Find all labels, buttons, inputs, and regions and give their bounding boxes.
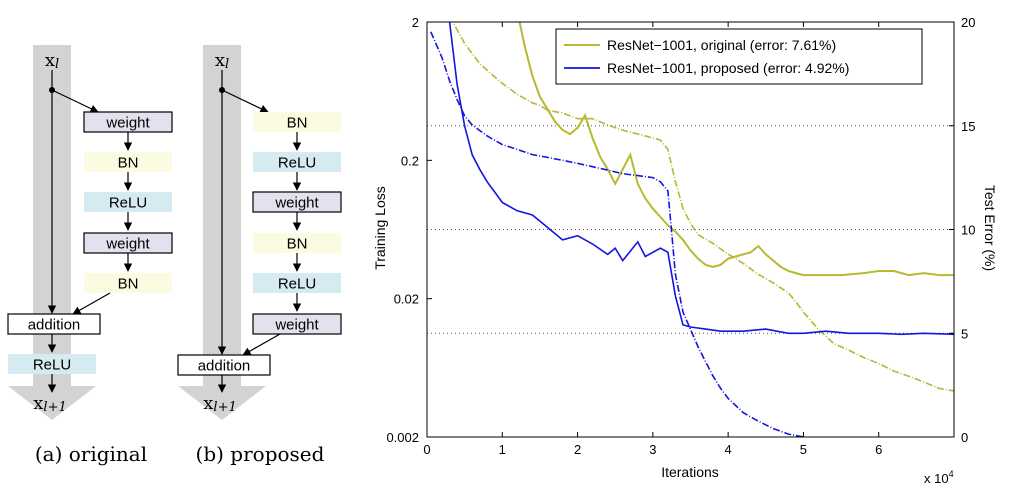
relu-post-block-a (8, 354, 96, 374)
series-proposed-test-error (448, 22, 954, 336)
caption-proposed: (b) proposed (196, 442, 325, 466)
relu-block-a1 (84, 192, 172, 212)
relu-label-b1: ReLU (278, 155, 316, 172)
x-axis-label: Iterations (661, 464, 719, 480)
legend: ResNet−1001, original (error: 7.61%) Res… (555, 28, 923, 85)
series-original-training-loss (451, 22, 954, 392)
x-multiplier-label: x 104 (924, 469, 954, 486)
bn-block-b1 (253, 112, 341, 132)
y-left-axis-label: Training Loss (372, 186, 388, 270)
bn-block-a2 (84, 273, 172, 293)
input-label-a: xl (45, 50, 59, 72)
y-right-tick-label-1: 15 (961, 119, 975, 134)
y-left-tick-label-1: 0.2 (401, 153, 419, 168)
diagram-original: xl weight BN ReLU weight BN addition ReL… (7, 45, 173, 466)
y-right-axis-label: Test Error (%) (982, 185, 998, 271)
caption-original: (a) original (35, 442, 147, 466)
addition-block-b (177, 354, 271, 376)
relu-block-b2 (253, 273, 341, 293)
bn-label-a2: BN (118, 276, 139, 293)
y-left-tick-label-0: 2 (412, 15, 419, 30)
bn-block-a1 (84, 152, 172, 172)
y-left-tick-label-3: 0.002 (386, 430, 419, 445)
x-axis-ticks: 0 1 2 3 4 5 6 (423, 22, 882, 457)
weight-label-a2: weight (105, 236, 150, 253)
bn-label-b2: BN (287, 236, 308, 253)
legend-entry-original: ResNet−1001, original (error: 7.61%) (607, 37, 836, 53)
y-right-tick-label-4: 0 (961, 430, 968, 445)
y-right-tick-label-0: 20 (961, 15, 975, 30)
y-right-tick-label-3: 5 (961, 326, 968, 341)
x-tick-label-3: 3 (649, 442, 656, 457)
output-label-b: xl+1 (203, 393, 236, 415)
weight-label-b1: weight (274, 195, 319, 212)
x-tick-label-1: 1 (499, 442, 506, 457)
legend-box (555, 28, 923, 85)
x-tick-label-2: 2 (574, 442, 581, 457)
addition-block-a (7, 313, 101, 335)
addition-label-b: addition (198, 358, 251, 375)
relu-label-a1: ReLU (109, 195, 147, 212)
input-label-b: xl (215, 50, 229, 72)
relu-label-b2: ReLU (278, 276, 316, 293)
x-tick-label-0: 0 (423, 442, 430, 457)
bn-label-a1: BN (118, 155, 139, 172)
relu-post-label-a: ReLU (33, 357, 71, 374)
training-chart: 0 1 2 3 4 5 6 2 0.2 0.02 0.002 20 15 10 5 0 Iteration… (372, 15, 998, 486)
weight-block-b2 (252, 313, 342, 335)
series-proposed-training-loss (430, 31, 804, 437)
legend-entry-proposed: ResNet−1001, proposed (error: 4.92%) (607, 60, 849, 76)
weight-label-a1: weight (105, 115, 150, 132)
output-label-a: xl+1 (33, 393, 66, 415)
grid-lines (427, 125, 954, 334)
y-left-ticks: 2 0.2 0.02 0.002 (386, 15, 432, 445)
x-tick-label-5: 5 (800, 442, 807, 457)
series-original-test-error (518, 22, 954, 277)
y-right-ticks: 20 15 10 5 0 (949, 15, 975, 445)
y-left-tick-label-2: 0.02 (394, 292, 419, 307)
addition-label-a: addition (28, 317, 81, 334)
bn-block-b2 (253, 233, 341, 253)
relu-block-b1 (253, 152, 341, 172)
x-tick-label-4: 4 (725, 442, 732, 457)
diagram-proposed: xl BN ReLU weight BN ReLU weight additio… (177, 45, 342, 466)
weight-label-b2: weight (274, 317, 319, 334)
y-right-tick-label-2: 10 (961, 223, 975, 238)
x-tick-label-6: 6 (875, 442, 882, 457)
bn-label-b1: BN (287, 115, 308, 132)
